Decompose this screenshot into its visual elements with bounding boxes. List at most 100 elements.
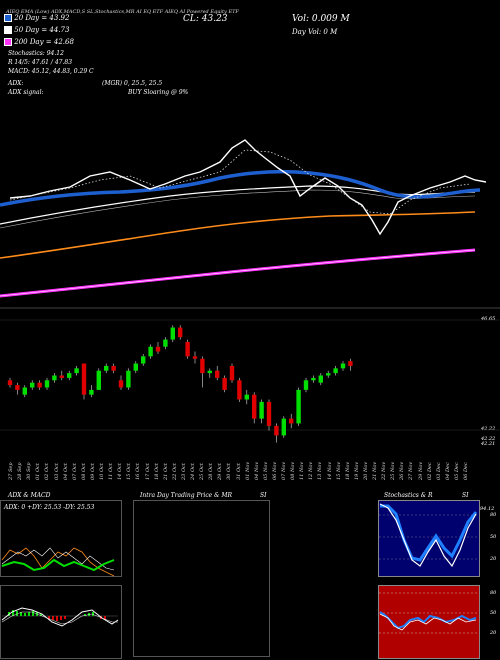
adx-white-line	[1, 547, 115, 571]
candle-body	[326, 373, 331, 376]
candle-body	[89, 389, 94, 395]
candle-body	[111, 365, 116, 371]
candle	[52, 373, 57, 383]
candle	[178, 325, 183, 340]
candle-body	[185, 341, 190, 357]
candle	[185, 339, 190, 359]
candle	[163, 337, 168, 350]
stoch-tick-20: 20	[490, 556, 497, 562]
candle-body	[229, 365, 235, 381]
close-label: CL: 43.23	[183, 14, 228, 24]
candle-body	[296, 389, 301, 424]
candle-body	[192, 356, 198, 359]
candle	[104, 363, 109, 374]
candle-body	[289, 418, 294, 424]
mr-white-line	[379, 613, 477, 631]
candle-body	[318, 375, 323, 383]
candle	[222, 375, 227, 393]
candle-body	[207, 370, 212, 374]
stoch-panel-title: Stochastics & R	[384, 492, 433, 499]
ma20-label: 20 Day = 43.92	[14, 14, 70, 22]
candle	[244, 389, 249, 405]
mr-tick-20: 20	[490, 630, 497, 636]
candle-body	[200, 358, 205, 374]
price-axis-top: 46.65	[481, 316, 496, 322]
legend-adx: ADX:	[8, 80, 24, 87]
candle	[148, 344, 153, 359]
candle	[333, 365, 338, 376]
candle-body	[222, 377, 227, 390]
candle-body	[237, 380, 242, 400]
stoch-k-line	[380, 504, 478, 562]
ma-orange-line	[0, 211, 476, 259]
ma20-swatch	[4, 14, 12, 22]
candle-body	[274, 425, 279, 436]
volume-label: Vol: 0.009 M	[292, 14, 350, 24]
candle-body	[118, 380, 124, 388]
adx-values: ADX: 0 +DY: 25.53 -DY: 25.53	[4, 504, 95, 511]
mr-tick-50: 50	[490, 610, 497, 616]
candle	[318, 373, 323, 386]
candle-body	[155, 346, 161, 352]
legend-adx-signal: ADX signal:	[8, 89, 44, 96]
legend-mgr: (MGR) 0, 25.5, 25.5	[102, 80, 163, 87]
candle-body	[266, 401, 272, 426]
candle	[133, 361, 138, 374]
mr-blue-line	[379, 611, 477, 630]
candle-body	[163, 339, 168, 347]
legend-ma20: 20 Day = 43.92	[4, 14, 69, 22]
candle-body	[104, 365, 109, 371]
candle-body	[133, 363, 138, 371]
candle	[22, 385, 27, 398]
candle	[192, 351, 198, 364]
price-axis-low1: 42.22	[481, 426, 496, 432]
candle-body	[37, 382, 42, 388]
intraday-panel-si: SI	[260, 492, 267, 499]
candle-body	[333, 368, 338, 374]
candle	[118, 375, 124, 390]
moving-average-chart	[0, 139, 500, 309]
stoch-value: 94.12	[480, 506, 495, 512]
candle	[326, 370, 331, 378]
candle-body	[244, 394, 249, 400]
candle	[200, 356, 205, 388]
ma50-label: 50 Day = 44.73	[14, 26, 70, 34]
candle	[340, 361, 346, 371]
candle-body	[126, 370, 131, 388]
candle	[170, 325, 175, 342]
ma200-inner	[0, 249, 476, 297]
intraday-panel	[133, 500, 270, 657]
candle-body	[259, 401, 264, 419]
legend-macd: MACD: 45.12, 44.83, 0.29 C	[8, 68, 94, 75]
macd-panel	[0, 585, 122, 659]
candle-body	[340, 363, 346, 369]
stoch-panel-si: SI	[462, 492, 469, 499]
candle	[30, 380, 35, 390]
candle-body	[141, 356, 146, 364]
price-line	[9, 139, 487, 236]
candle	[266, 399, 272, 431]
adx-panel-title: ADX & MACD	[8, 492, 51, 499]
macd-signal-line	[1, 611, 118, 625]
price-axis-low2: 42.22	[481, 436, 496, 442]
candle	[296, 387, 301, 426]
candle	[126, 368, 131, 390]
legend-r: R 14/5: 47.61 / 47.83	[8, 59, 73, 66]
candle-body	[22, 387, 27, 395]
candle-body	[7, 380, 13, 386]
ma50-swatch	[4, 26, 12, 34]
candle-body	[348, 361, 353, 366]
candle	[89, 385, 94, 398]
candle-body	[59, 375, 64, 378]
candle-body	[170, 327, 175, 340]
candle-body	[44, 380, 50, 388]
candle-body	[81, 363, 87, 395]
candle	[229, 363, 235, 383]
candle-body	[303, 380, 309, 390]
candle	[348, 358, 353, 371]
stoch-d-line	[379, 503, 477, 568]
stoch-tick-50: 50	[490, 534, 497, 540]
